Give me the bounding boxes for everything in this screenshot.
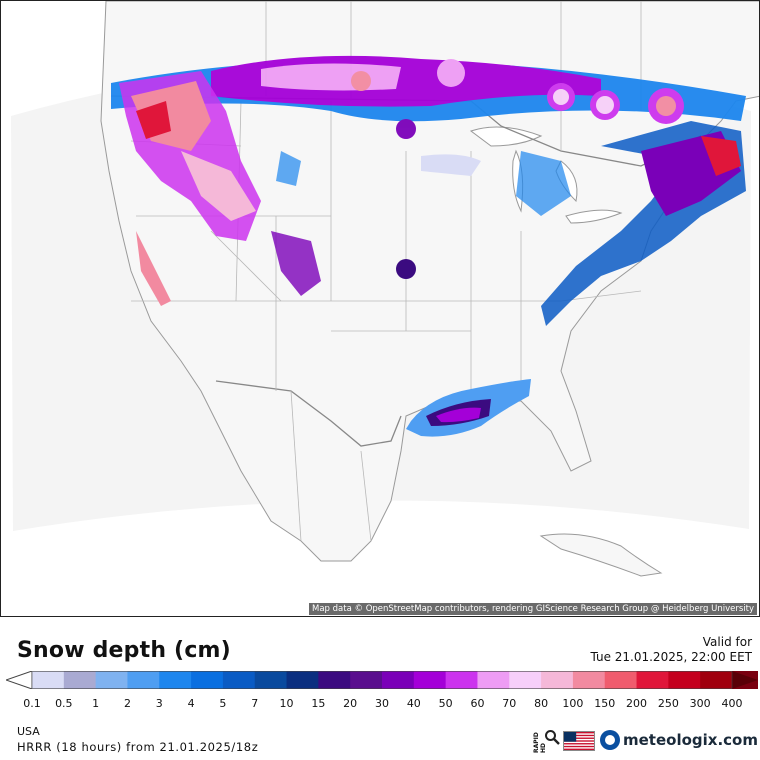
color-bar-tick-label: 50 — [438, 697, 453, 710]
color-bar-tick-label: 2 — [123, 697, 131, 710]
color-bar-segment — [318, 671, 351, 689]
valid-for-label: Valid for — [702, 635, 752, 649]
color-bar-segment — [445, 671, 478, 689]
color-bar-segment — [95, 671, 128, 689]
color-bar-segment — [382, 671, 415, 689]
color-bar-segment — [350, 671, 383, 689]
color-bar-tick-label: 7 — [251, 697, 259, 710]
color-bar-segment — [572, 671, 606, 689]
color-bar — [6, 671, 758, 689]
color-bar-tick-label: 250 — [657, 697, 679, 710]
color-bar-tick-label: 60 — [470, 697, 485, 710]
color-bar-tick-label: 10 — [279, 697, 294, 710]
color-bar-tick-label: 40 — [406, 697, 421, 710]
color-bar-tick-label: 80 — [534, 697, 549, 710]
map-panel[interactable]: Map data © OpenStreetMap contributors, r… — [0, 0, 760, 617]
color-bar-tick-label: 200 — [626, 697, 648, 710]
color-bar-tick-label: 0.5 — [55, 697, 73, 710]
color-bar-max-arrow — [732, 671, 758, 689]
snow-depth-map — [11, 1, 759, 577]
color-bar-segment — [668, 671, 701, 689]
legend-title: Snow depth (cm) — [17, 638, 231, 663]
magnifier-icon[interactable] — [544, 729, 560, 745]
map-attribution[interactable]: Map data © OpenStreetMap contributors, r… — [309, 603, 757, 615]
color-bar-segment — [32, 671, 65, 689]
color-bar-segment — [636, 671, 669, 689]
valid-time: Tue 21.01.2025, 22:00 EET — [590, 650, 752, 664]
brand-name: meteologix.com — [623, 731, 758, 749]
color-bar-segment — [604, 671, 638, 689]
color-bar-tick-label: 1 — [92, 697, 100, 710]
color-bar-segment — [222, 671, 256, 689]
color-bar-segment — [254, 671, 288, 689]
color-bar-tick-label: 5 — [219, 697, 227, 710]
region-label: USA — [17, 725, 40, 738]
usa-flag-icon[interactable] — [563, 731, 595, 751]
color-bar-outline — [31, 671, 733, 689]
color-bar-segment — [509, 671, 542, 689]
color-bar-segment — [477, 671, 510, 689]
rapid-hd-label[interactable]: RAPID HD — [533, 732, 547, 753]
color-bar-tick-label: 300 — [689, 697, 711, 710]
color-bar-tick-label: 15 — [311, 697, 326, 710]
color-bar-min-arrow — [6, 671, 33, 689]
color-bar-tick-label: 400 — [721, 697, 743, 710]
color-bar-tick-label: 150 — [594, 697, 616, 710]
color-bar-tick-label: 70 — [502, 697, 517, 710]
meteologix-brand[interactable]: meteologix.com — [600, 730, 758, 750]
color-bar-segment — [413, 671, 447, 689]
color-bar-segment — [159, 671, 192, 689]
color-bar-tick-label: 100 — [562, 697, 584, 710]
color-bar-segment — [700, 671, 733, 689]
color-bar-tick-label: 20 — [343, 697, 358, 710]
color-bar-segment — [191, 671, 224, 689]
color-bar-tick-label: 30 — [375, 697, 389, 710]
model-run-label: HRRR (18 hours) from 21.01.2025/18z — [17, 740, 259, 754]
color-bar-tick-label: 3 — [155, 697, 163, 710]
color-bar-segment — [127, 671, 160, 689]
color-bar-segment — [286, 671, 319, 689]
color-bar-segment — [541, 671, 574, 689]
meteologix-logo-icon — [600, 730, 620, 750]
color-bar-tick-label: 0.1 — [23, 697, 41, 710]
color-bar-segment — [63, 671, 97, 689]
color-bar-tick-label: 4 — [187, 697, 195, 710]
